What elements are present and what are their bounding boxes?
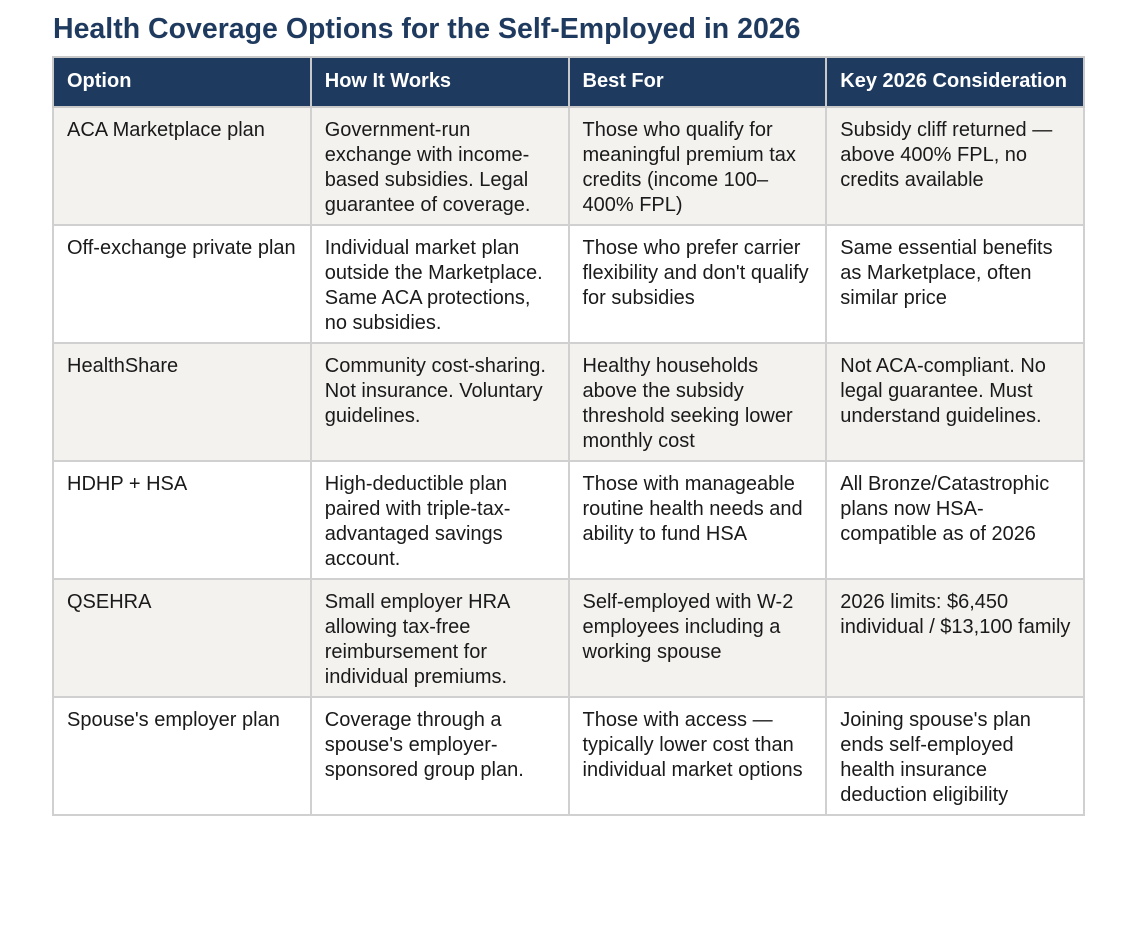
- cell-best-for: Healthy households above the subsidy thr…: [567, 342, 828, 462]
- table-row: HDHP + HSA High-deductible plan paired w…: [52, 460, 1085, 580]
- header-how-it-works: How It Works: [309, 56, 570, 108]
- cell-option: HDHP + HSA: [52, 460, 312, 580]
- cell-how-it-works: Individual market plan outside the Marke…: [309, 224, 570, 344]
- cell-how-it-works: Small employer HRA allowing tax-free rei…: [309, 578, 570, 698]
- cell-best-for: Those who prefer carrier flexibility and…: [567, 224, 828, 344]
- cell-how-it-works: High-deductible plan paired with triple-…: [309, 460, 570, 580]
- cell-option: QSEHRA: [52, 578, 312, 698]
- cell-key-consideration: Same essential benefits as Marketplace, …: [825, 224, 1085, 344]
- cell-best-for: Those with access — typically lower cost…: [567, 696, 828, 816]
- table-row: ACA Marketplace plan Government-run exch…: [52, 106, 1085, 226]
- table-row: QSEHRA Small employer HRA allowing tax-f…: [52, 578, 1085, 698]
- cell-option: Off-exchange private plan: [52, 224, 312, 344]
- cell-key-consideration: Not ACA-compliant. No legal guarantee. M…: [825, 342, 1085, 462]
- page-title: Health Coverage Options for the Self-Emp…: [53, 13, 801, 45]
- table-row: Off-exchange private plan Individual mar…: [52, 224, 1085, 344]
- cell-key-consideration: 2026 limits: $6,450 individual / $13,100…: [825, 578, 1085, 698]
- cell-best-for: Those with manageable routine health nee…: [567, 460, 828, 580]
- cell-option: ACA Marketplace plan: [52, 106, 312, 226]
- cell-how-it-works: Coverage through a spouse's employer-spo…: [309, 696, 570, 816]
- cell-best-for: Self-employed with W-2 employees includi…: [567, 578, 828, 698]
- cell-key-consideration: Joining spouse's plan ends self-employed…: [825, 696, 1085, 816]
- header-best-for: Best For: [567, 56, 828, 108]
- coverage-options-table: Option How It Works Best For Key 2026 Co…: [52, 56, 1085, 816]
- cell-key-consideration: Subsidy cliff returned — above 400% FPL,…: [825, 106, 1085, 226]
- table-row: Spouse's employer plan Coverage through …: [52, 696, 1085, 816]
- cell-best-for: Those who qualify for meaningful premium…: [567, 106, 828, 226]
- cell-option: HealthShare: [52, 342, 312, 462]
- header-key-consideration: Key 2026 Consideration: [825, 56, 1085, 108]
- cell-key-consideration: All Bronze/Catastrophic plans now HSA-co…: [825, 460, 1085, 580]
- table-row: HealthShare Community cost-sharing. Not …: [52, 342, 1085, 462]
- cell-how-it-works: Government-run exchange with income-base…: [309, 106, 570, 226]
- cell-how-it-works: Community cost-sharing. Not insurance. V…: [309, 342, 570, 462]
- table-header-row: Option How It Works Best For Key 2026 Co…: [52, 56, 1085, 108]
- cell-option: Spouse's employer plan: [52, 696, 312, 816]
- header-option: Option: [52, 56, 312, 108]
